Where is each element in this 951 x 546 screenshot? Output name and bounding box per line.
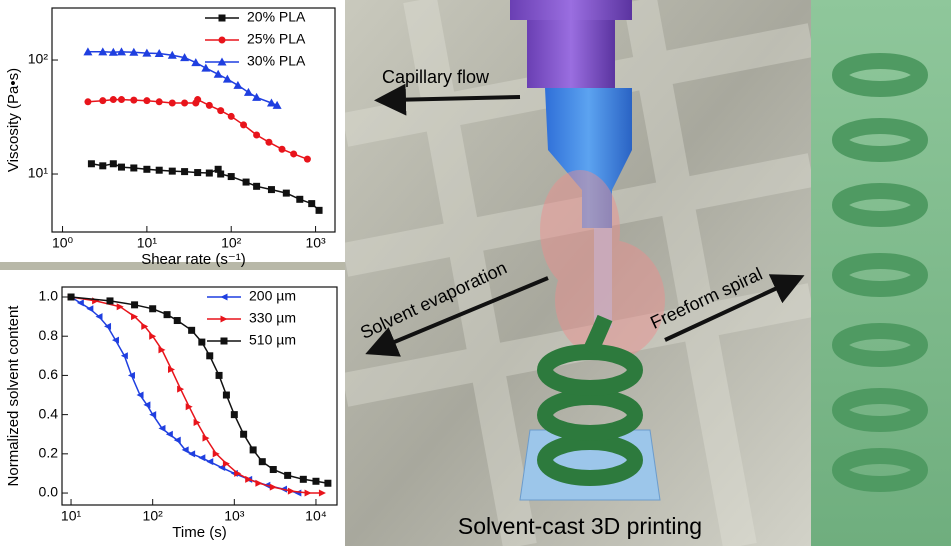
x-tick-label: 10³ (224, 508, 245, 524)
page: {"chart_data": [ {"type": "line", "xlabe… (0, 0, 951, 546)
x-axis-label: Shear rate (s⁻¹) (141, 251, 246, 268)
y-tick-label: 1.0 (39, 288, 59, 304)
legend-label: 20% PLA (247, 9, 306, 25)
syringe-top (510, 0, 632, 20)
marker (253, 183, 260, 190)
legend-label: 330 µm (249, 310, 296, 326)
marker (250, 446, 257, 453)
marker (181, 168, 188, 175)
marker (194, 96, 201, 103)
marker (149, 305, 156, 312)
marker (228, 113, 235, 120)
marker (290, 150, 297, 157)
marker (259, 458, 266, 465)
marker (284, 472, 291, 479)
y-tick-label: 0.4 (39, 405, 59, 421)
marker (216, 372, 223, 379)
x-tick-label: 10¹ (61, 508, 82, 524)
marker (308, 200, 315, 207)
x-tick-label: 10⁴ (305, 508, 327, 524)
syringe (527, 20, 615, 88)
marker (316, 207, 323, 214)
marker (143, 97, 150, 104)
legend-marker (219, 15, 226, 22)
x-tick-label: 10² (221, 235, 242, 251)
marker (206, 102, 213, 109)
marker (164, 311, 171, 318)
marker (270, 466, 277, 473)
marker (118, 96, 125, 103)
y-tick-label: 0.6 (39, 366, 59, 382)
marker (169, 99, 176, 106)
chart: 10⁰10¹10²10³10¹10²Shear rate (s⁻¹)Viscos… (0, 0, 345, 268)
legend-label: 510 µm (249, 332, 296, 348)
x-tick-label: 10³ (305, 235, 326, 251)
marker (231, 411, 238, 418)
marker (88, 160, 95, 167)
x-tick-label: 10⁰ (52, 235, 74, 251)
legend-marker (221, 338, 228, 345)
y-tick-label: 10¹ (28, 165, 49, 181)
marker (68, 293, 75, 300)
marker (240, 121, 247, 128)
x-axis-label: Time (s) (172, 524, 226, 541)
marker (99, 97, 106, 104)
marker (312, 478, 319, 485)
legend-marker (219, 37, 226, 44)
legend-label: 200 µm (249, 288, 296, 304)
y-tick-label: 0.0 (39, 484, 59, 500)
marker (188, 327, 195, 334)
marker (118, 164, 125, 171)
marker (156, 167, 163, 174)
marker (131, 301, 138, 308)
marker (283, 190, 290, 197)
marker (194, 169, 201, 176)
marker (279, 146, 286, 153)
marker (156, 98, 163, 105)
y-tick-label: 0.8 (39, 327, 59, 343)
legend-label: 30% PLA (247, 53, 306, 69)
chart: 10¹ 10² 10³ 10⁴ 0.0 0.2 0.4 0.6 0.8 1.0 Time (s) No… (0, 270, 345, 546)
y-tick-label: 10² (28, 51, 49, 67)
marker (181, 99, 188, 106)
marker (217, 107, 224, 114)
marker (243, 179, 250, 186)
label: Capillary flow (382, 67, 490, 87)
marker (223, 392, 230, 399)
y-axis-label: Viscosity (Pa•s) (5, 68, 22, 172)
marker (174, 317, 181, 324)
marker (198, 339, 205, 346)
marker (217, 171, 224, 178)
marker (84, 98, 91, 105)
marker (304, 156, 311, 163)
x-tick-label: 10² (143, 508, 164, 524)
marker (99, 162, 106, 169)
y-tick-label: 0.2 (39, 445, 59, 461)
marker (240, 431, 247, 438)
x-tick-label: 10¹ (137, 235, 158, 251)
caption: Solvent-cast 3D printing (458, 513, 702, 539)
marker (206, 352, 213, 359)
marker (143, 166, 150, 173)
marker (265, 139, 272, 146)
marker (110, 160, 117, 167)
marker (300, 476, 307, 483)
marker (106, 297, 113, 304)
legend-label: 25% PLA (247, 31, 306, 47)
marker (324, 480, 331, 487)
marker (130, 164, 137, 171)
marker (228, 173, 235, 180)
marker (110, 96, 117, 103)
marker (296, 196, 303, 203)
marker (268, 186, 275, 193)
marker (206, 170, 213, 177)
y-axis-label: Normalized solvent content (5, 305, 22, 487)
marker (130, 97, 137, 104)
marker (169, 168, 176, 175)
figure: Capillary flow Solvent evaporation Freef… (0, 0, 951, 546)
marker (253, 131, 260, 138)
